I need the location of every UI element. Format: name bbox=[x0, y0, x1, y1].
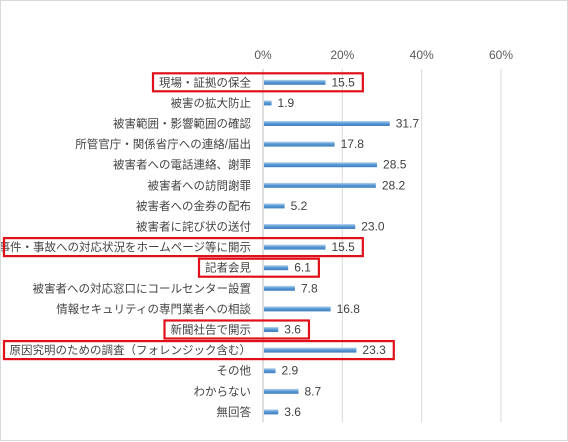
category-label: 現場・証拠の保全 bbox=[159, 75, 251, 89]
data-label: 23.3 bbox=[362, 343, 386, 357]
category-label: 新聞社告で開示 bbox=[171, 323, 252, 337]
x-tick-label: 60% bbox=[489, 48, 513, 62]
category-label: 被害の拡大防止 bbox=[171, 96, 252, 110]
bar bbox=[264, 347, 357, 353]
category-label: 被害者への対応窓口にコールセンター設置 bbox=[33, 281, 252, 295]
x-tick-label: 0% bbox=[254, 48, 272, 62]
highlight-box bbox=[151, 72, 364, 93]
bar bbox=[264, 265, 289, 271]
data-label: 16.8 bbox=[337, 302, 361, 316]
x-tick-label: 40% bbox=[410, 48, 434, 62]
data-label: 28.5 bbox=[383, 158, 407, 172]
category-label: 所管官庁・関係省庁への連絡/届出 bbox=[75, 137, 251, 151]
bar bbox=[264, 244, 326, 250]
data-label: 23.0 bbox=[361, 220, 385, 234]
category-label: その他 bbox=[217, 365, 252, 378]
gridlines bbox=[262, 69, 502, 423]
data-label: 3.6 bbox=[284, 405, 301, 419]
highlight-box bbox=[163, 319, 311, 340]
data-label: 5.2 bbox=[291, 199, 308, 213]
category-label: 被害者に詫び状の送付 bbox=[136, 220, 251, 234]
x-tick-label: 20% bbox=[330, 48, 354, 62]
bar bbox=[264, 121, 390, 126]
bar bbox=[264, 141, 335, 147]
data-label: 1.9 bbox=[278, 96, 295, 110]
category-label: 情報セキュリティの専門業者への相談 bbox=[56, 302, 251, 316]
category-label: 被害者への金券の配布 bbox=[136, 199, 251, 213]
highlight-box bbox=[2, 340, 395, 361]
category-label: 被害者への電話連絡、謝罪 bbox=[113, 158, 251, 172]
category-label: 事件・事故への対応状況をホームページ等に開示 bbox=[1, 240, 251, 254]
bar bbox=[264, 100, 272, 106]
data-label: 28.2 bbox=[382, 178, 406, 192]
bar bbox=[264, 79, 326, 85]
data-label: 8.7 bbox=[305, 384, 322, 398]
category-label: 被害範囲・影響範囲の確認 bbox=[113, 117, 251, 131]
data-label: 31.7 bbox=[396, 117, 420, 131]
category-labels: 現場・証拠の保全被害の拡大防止被害範囲・影響範囲の確認所管官庁・関係省庁への連絡… bbox=[1, 75, 251, 419]
highlight-box bbox=[2, 237, 364, 258]
category-label: 原因究明のための調査（フォレンジック含む） bbox=[10, 343, 252, 357]
highlight-boxes bbox=[2, 72, 395, 361]
bar bbox=[264, 388, 299, 394]
bar bbox=[264, 327, 279, 332]
data-label: 2.9 bbox=[282, 364, 299, 378]
bar bbox=[264, 182, 376, 188]
bar bbox=[264, 162, 378, 168]
bar bbox=[264, 368, 276, 374]
highlight-box bbox=[197, 257, 320, 278]
category-label: 被害者への訪問謝罪 bbox=[148, 178, 252, 192]
category-label: 無回答 bbox=[217, 405, 252, 419]
bar bbox=[264, 306, 331, 312]
bar bbox=[264, 409, 279, 415]
value-labels: 15.5 1.9 31.7 17.8 28.5 28.2 5.2 23.0 15.5 6.1 7.8… bbox=[278, 75, 420, 419]
data-label: 7.8 bbox=[301, 281, 318, 295]
data-label: 17.8 bbox=[341, 137, 365, 151]
bar bbox=[264, 203, 285, 209]
data-label: 3.6 bbox=[284, 323, 301, 337]
category-label: 記者会見 bbox=[205, 261, 251, 275]
bars bbox=[264, 79, 390, 415]
bar bbox=[264, 224, 356, 229]
x-axis-ticks: 0% 20% 40% 60% bbox=[254, 48, 513, 62]
data-label: 15.5 bbox=[331, 75, 355, 89]
category-label: わからない bbox=[194, 385, 252, 398]
bar bbox=[264, 285, 295, 291]
data-label: 15.5 bbox=[331, 240, 355, 254]
data-label: 6.1 bbox=[294, 261, 311, 275]
